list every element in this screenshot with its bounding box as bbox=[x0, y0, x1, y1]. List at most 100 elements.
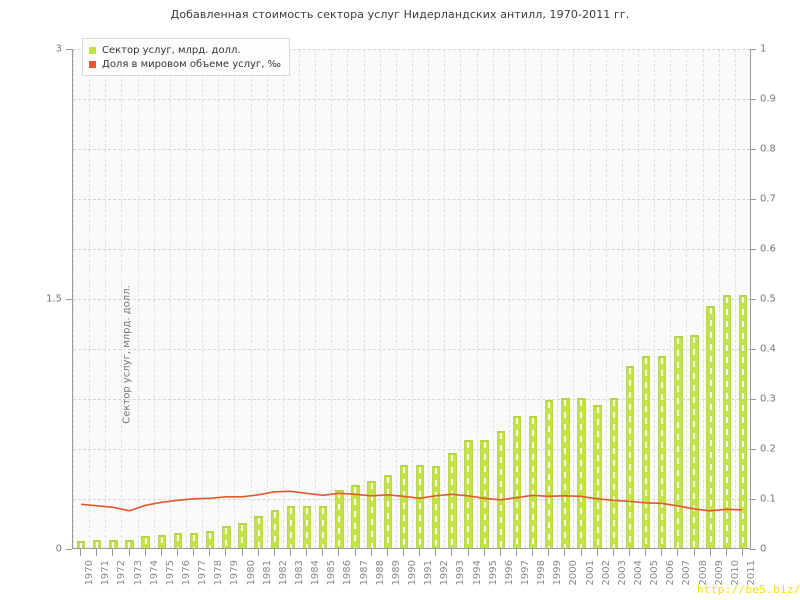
vertical-gridline bbox=[234, 49, 236, 548]
x-tick-label: 2008 bbox=[697, 560, 709, 586]
chart-title: Добавленная стоимость сектора услуг Ниде… bbox=[170, 8, 630, 21]
legend-swatch-share bbox=[89, 60, 96, 68]
bar-cap bbox=[174, 533, 182, 535]
y-tick-right bbox=[750, 249, 756, 250]
x-tick bbox=[160, 549, 162, 556]
bar-cap bbox=[142, 536, 149, 539]
x-tick bbox=[596, 549, 598, 556]
x-tick bbox=[96, 549, 98, 556]
bar-cap bbox=[433, 466, 440, 469]
bar bbox=[286, 506, 296, 548]
bar-cap bbox=[546, 399, 553, 402]
x-tick bbox=[322, 549, 324, 556]
vertical-gridline bbox=[73, 49, 74, 548]
bar-cap bbox=[707, 306, 714, 309]
x-tick bbox=[306, 549, 308, 556]
vertical-gridline bbox=[266, 49, 268, 548]
bar-cap bbox=[723, 294, 730, 297]
vertical-gridline bbox=[541, 49, 543, 548]
y-tick-label-left: 1.5 bbox=[46, 293, 62, 305]
bar bbox=[415, 464, 425, 548]
vertical-gridline bbox=[670, 49, 672, 548]
bar bbox=[658, 356, 667, 548]
vertical-gridline bbox=[89, 49, 91, 548]
bar bbox=[577, 398, 586, 548]
y-tick-label-right: 0.4 bbox=[760, 343, 776, 355]
bar bbox=[189, 533, 199, 548]
x-tick bbox=[402, 549, 404, 556]
x-tick-label: 1976 bbox=[180, 560, 192, 586]
bar bbox=[173, 533, 183, 548]
y-tick-label-right: 0.6 bbox=[760, 243, 776, 255]
x-tick bbox=[709, 549, 711, 556]
x-tick-label: 2010 bbox=[729, 560, 741, 586]
x-tick-label: 1975 bbox=[164, 560, 176, 586]
bar-cap bbox=[384, 474, 391, 477]
bar-cap bbox=[497, 431, 504, 434]
y-tick-label-left: 3 bbox=[55, 43, 62, 55]
x-tick-label: 2006 bbox=[665, 560, 677, 586]
legend-item: Сектор услуг, млрд. долл. bbox=[89, 43, 281, 57]
bar-cap bbox=[513, 416, 521, 419]
bar-cap bbox=[529, 416, 537, 419]
vertical-gridline bbox=[460, 49, 462, 548]
vertical-gridline bbox=[476, 49, 478, 548]
x-tick bbox=[677, 549, 679, 556]
x-tick-label: 2001 bbox=[584, 560, 596, 586]
legend-label-services: Сектор услуг, млрд. долл. bbox=[102, 44, 241, 56]
bar-cap bbox=[77, 541, 85, 544]
x-tick-label: 1995 bbox=[487, 560, 499, 586]
bar-cap bbox=[110, 539, 117, 542]
vertical-gridline bbox=[202, 49, 204, 548]
bar bbox=[609, 398, 618, 548]
vertical-gridline bbox=[363, 49, 365, 548]
bar-cap bbox=[675, 336, 682, 339]
y-tick-left bbox=[66, 549, 72, 550]
x-tick-label: 1981 bbox=[261, 560, 273, 586]
bar-cap bbox=[271, 509, 278, 512]
x-tick bbox=[499, 549, 501, 556]
y-tick-label-right: 0.1 bbox=[760, 493, 776, 505]
horizontal-gridline bbox=[73, 349, 750, 350]
vertical-gridline bbox=[121, 49, 123, 548]
vertical-gridline bbox=[331, 49, 333, 548]
x-tick-label: 1986 bbox=[342, 560, 354, 586]
bar-cap bbox=[190, 533, 198, 535]
x-tick-label: 1983 bbox=[293, 560, 305, 586]
vertical-gridline bbox=[686, 49, 688, 548]
x-tick-label: 1996 bbox=[503, 560, 515, 586]
vertical-gridline bbox=[573, 49, 575, 548]
bar bbox=[351, 484, 360, 548]
x-tick-label: 1989 bbox=[390, 560, 402, 586]
bar bbox=[690, 334, 699, 548]
horizontal-gridline bbox=[73, 299, 750, 300]
bar bbox=[141, 536, 150, 548]
bar-cap bbox=[400, 464, 408, 467]
share-line bbox=[80, 490, 742, 512]
bar-cap bbox=[562, 398, 569, 400]
x-tick bbox=[467, 549, 469, 556]
y-tick-right bbox=[750, 549, 756, 550]
bar-cap bbox=[691, 334, 698, 337]
x-tick bbox=[112, 549, 114, 556]
x-tick bbox=[451, 549, 453, 556]
x-tick bbox=[354, 549, 356, 556]
y-tick-label-right: 0.3 bbox=[760, 393, 776, 405]
vertical-gridline bbox=[638, 49, 639, 548]
bar bbox=[545, 399, 554, 548]
x-tick-label: 1977 bbox=[197, 560, 209, 586]
chart-legend: Сектор услуг, млрд. долл. Доля в мировом… bbox=[82, 38, 290, 76]
x-tick bbox=[386, 549, 388, 556]
bar bbox=[674, 336, 683, 548]
x-tick bbox=[435, 549, 437, 556]
bar bbox=[496, 431, 505, 548]
y-tick-right bbox=[750, 399, 756, 400]
bar-cap bbox=[610, 398, 617, 400]
y-tick-left bbox=[66, 49, 72, 50]
horizontal-gridline bbox=[73, 499, 750, 500]
bar-cap bbox=[626, 366, 634, 369]
x-tick-label: 1982 bbox=[277, 560, 289, 586]
x-tick-label: 2007 bbox=[681, 560, 693, 586]
x-tick-label: 2011 bbox=[745, 560, 757, 586]
legend-swatch-services bbox=[89, 46, 96, 54]
